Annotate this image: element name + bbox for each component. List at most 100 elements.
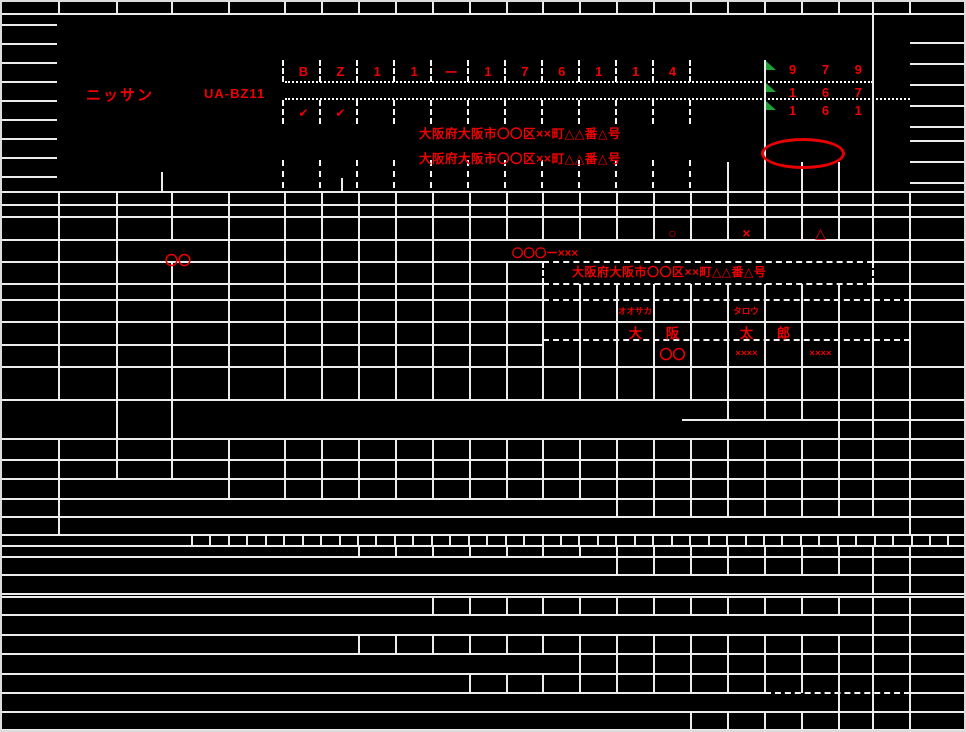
grid-line-v [690,205,692,217]
registered-address-1[interactable]: 大阪府大阪市〇〇区××町△△番△号 [419,127,621,141]
grid-line-v [909,262,911,284]
grid-line-v [838,162,840,192]
grid-line-h [910,126,964,128]
bottom-code-3[interactable]: ×××× [809,347,832,359]
grid-line-v [909,284,911,300]
bottom-code-2[interactable]: ×××× [735,347,758,359]
grid-line-h [2,534,964,536]
furigana-given-field[interactable]: タロウ [733,306,759,316]
chassis-cell[interactable]: 1 [484,64,492,79]
model-code-field[interactable]: UA-BZ11 [204,86,266,101]
grid-line-v [284,2,286,14]
grid-line-h [2,711,964,713]
grid-line-v [838,420,840,439]
grid-line-v [432,439,434,460]
grid-line-v [727,162,729,192]
code-row-1[interactable]: 9 7 9 [789,62,873,77]
grid-line-v [469,479,471,499]
grid-line-v [432,2,434,14]
chassis-cell[interactable]: 7 [521,64,529,79]
grid-line-v [801,367,803,400]
grid-line-v [653,546,655,557]
grid-line-v [469,262,471,284]
grid-line-v [616,460,618,479]
grid-line-v [727,635,729,654]
grid-line-v [727,192,729,205]
chassis-cell[interactable]: 6 [558,64,566,79]
grid-line-v [356,60,358,82]
chassis-cell[interactable]: B [298,64,309,79]
grid-line-v [690,674,692,693]
grid-line-v [578,100,580,124]
grid-line-v [616,205,618,217]
grid-line-v [872,262,874,284]
furigana-family-field[interactable]: オオサカ [617,306,652,316]
grid-line-v [542,674,544,693]
grid-line-v [228,322,230,340]
chassis-cell[interactable]: 1 [410,64,418,79]
grid-line-v [432,284,434,300]
bottom-code-1[interactable]: 〇〇 [659,346,686,362]
grid-line-v [395,284,397,300]
chassis-cell[interactable]: 1 [631,64,640,79]
grid-line-v [284,217,286,240]
chassis-cell[interactable]: ー [444,65,458,80]
grid-line-v [542,479,544,499]
grid-line-v [616,2,618,14]
chassis-cell[interactable]: 1 [595,64,603,79]
grid-line-h [2,399,964,401]
check-mark[interactable]: ✔ [298,105,309,120]
grid-line-v [541,60,543,82]
grid-line-v [690,499,692,517]
grid-line-v [727,217,729,240]
grid-line-v [375,535,377,546]
grid-line-v [616,322,618,340]
grid-line-v [911,535,913,546]
grid-line-v [265,535,267,546]
owner-given-name[interactable]: 太 郎 [728,323,802,341]
grid-line-v [690,546,692,557]
phone-number-field[interactable]: 〇〇〇ー××× [511,248,579,260]
grid-line-v [395,322,397,340]
mark-cross[interactable]: × [742,225,751,241]
grid-line-v [909,693,911,712]
owner-address-field[interactable]: 大阪府大阪市〇〇区××町△△番△号 [572,265,767,279]
grid-line-v [58,205,60,217]
grid-line-v [504,100,506,124]
code-row-3[interactable]: 1 6 1 [789,103,873,118]
code-row-2[interactable]: 1 6 7 [789,85,873,100]
grid-line-v [690,367,692,400]
grid-line-v [395,635,397,654]
grid-line-v [358,240,360,262]
grid-line-v [579,2,581,14]
grid-line-v [653,284,655,300]
grid-line-v [653,367,655,400]
grid-line-v [393,160,395,188]
grid-line-v [58,367,60,400]
grid-line-v [764,439,766,460]
chassis-cell[interactable]: Z [336,64,345,79]
grid-line-v [171,439,173,460]
mark-triangle[interactable]: △ [815,224,826,241]
maker-name-field[interactable]: ニッサン [86,87,155,104]
grid-line-v [449,535,451,546]
chassis-cell[interactable]: 4 [668,64,677,79]
owner-family-name[interactable]: 大 阪 [617,323,691,341]
grid-line-v [284,340,286,367]
grid-line-v [469,205,471,217]
grid-line-v [171,367,173,400]
owner-code-field[interactable]: 〇〇 [164,252,191,268]
check-mark[interactable]: ✔ [335,105,346,120]
grid-line-v [58,217,60,240]
grid-line-v [469,322,471,340]
grid-line-v [801,192,803,205]
chassis-cell[interactable]: 1 [373,64,381,79]
grid-line-v [909,557,911,575]
grid-line-v [579,546,581,557]
mark-circle[interactable]: ○ [668,225,677,241]
grid-line-h [2,43,57,45]
registered-address-2[interactable]: 大阪府大阪市〇〇区××町△△番△号 [419,152,621,166]
grid-line-v [171,460,173,479]
grid-line-v [432,217,434,240]
grid-line-v [838,557,840,575]
